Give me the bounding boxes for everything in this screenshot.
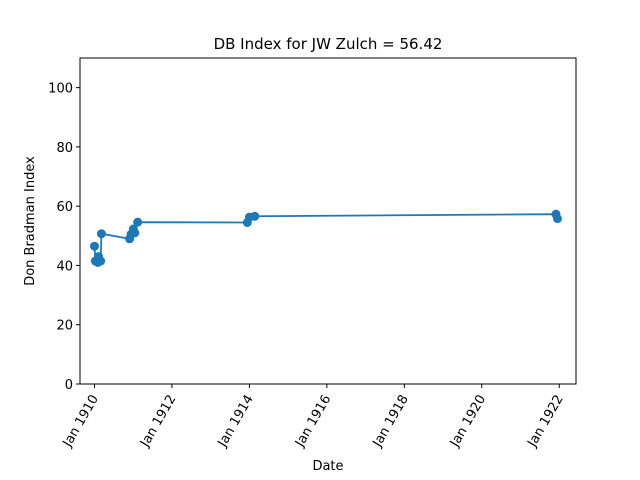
y-tick-label: 40 [56, 259, 73, 274]
y-axis: 0 20 40 60 80 100 [48, 82, 80, 393]
chart-title: DB Index for JW Zulch = 56.42 [214, 35, 443, 53]
data-point [130, 228, 140, 238]
data-point [552, 214, 562, 224]
data-point [96, 229, 106, 239]
y-tick-label: 80 [56, 141, 73, 156]
y-tick-label: 100 [48, 82, 73, 97]
data-point [250, 211, 260, 221]
axes-frame [79, 57, 577, 385]
x-axis-label: Date [312, 459, 343, 474]
data-point [90, 241, 100, 251]
y-axis-label: Don Bradman Index [23, 156, 38, 286]
y-tick-label: 60 [56, 200, 73, 215]
y-tick-label: 0 [65, 378, 73, 393]
y-tick-label: 20 [56, 319, 73, 334]
data-point [96, 256, 106, 266]
data-point [133, 217, 143, 227]
plot-area [90, 209, 562, 267]
